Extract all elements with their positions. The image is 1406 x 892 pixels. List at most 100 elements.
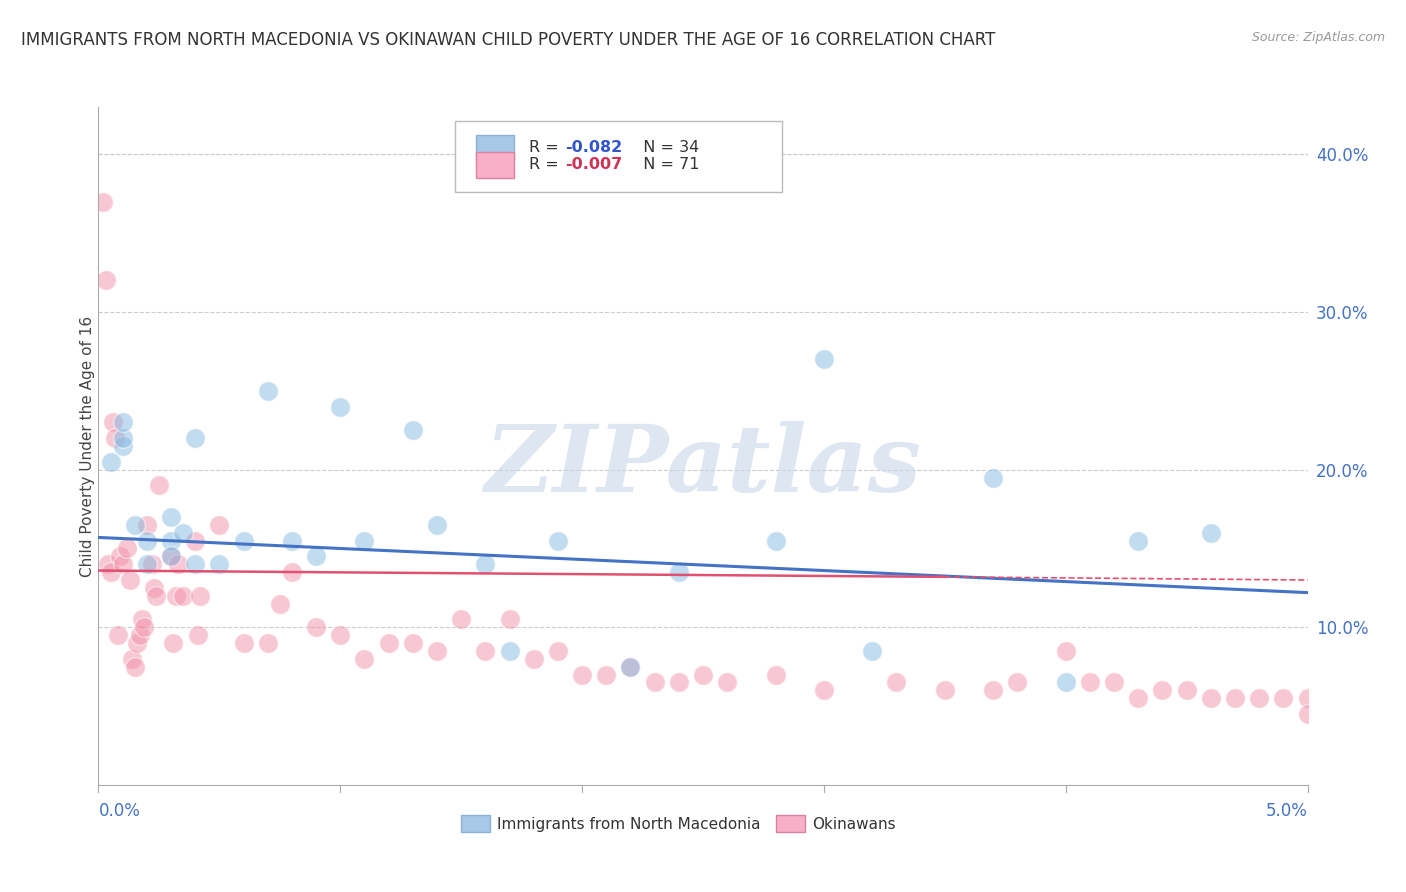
- Point: [97, 558, 120, 572]
- Point: [860, 644, 883, 658]
- Point: [141, 558, 163, 572]
- FancyBboxPatch shape: [475, 135, 515, 161]
- Point: [145, 589, 167, 603]
- Bar: [776, 815, 804, 832]
- Point: [172, 525, 194, 540]
- Point: [1054, 644, 1077, 658]
- Point: [523, 652, 546, 666]
- Point: [184, 431, 207, 445]
- Point: [619, 659, 641, 673]
- Point: [1078, 675, 1101, 690]
- Point: [1102, 675, 1125, 690]
- Point: [135, 558, 157, 572]
- Point: [1152, 683, 1174, 698]
- Text: N = 34: N = 34: [633, 140, 699, 155]
- Point: [765, 667, 787, 681]
- Point: [498, 644, 520, 658]
- Point: [91, 194, 114, 209]
- Text: Okinawans: Okinawans: [811, 817, 896, 831]
- Point: [813, 683, 835, 698]
- Point: [256, 384, 278, 398]
- Point: [329, 628, 352, 642]
- Point: [160, 549, 183, 564]
- Point: [269, 597, 291, 611]
- Point: [232, 636, 254, 650]
- Point: [104, 431, 127, 445]
- Point: [121, 652, 143, 666]
- Point: [160, 510, 183, 524]
- Point: [402, 423, 425, 437]
- Point: [111, 439, 134, 453]
- Point: [353, 652, 375, 666]
- Point: [1296, 691, 1319, 706]
- Point: [329, 400, 352, 414]
- Text: R =: R =: [529, 157, 564, 172]
- Point: [1007, 675, 1029, 690]
- Text: 5.0%: 5.0%: [1265, 802, 1308, 820]
- Point: [668, 675, 690, 690]
- Point: [1175, 683, 1198, 698]
- Text: Source: ZipAtlas.com: Source: ZipAtlas.com: [1251, 31, 1385, 45]
- Point: [571, 667, 593, 681]
- Point: [1272, 691, 1295, 706]
- Point: [981, 683, 1004, 698]
- Point: [934, 683, 956, 698]
- Point: [100, 565, 122, 579]
- Point: [135, 533, 157, 548]
- FancyBboxPatch shape: [456, 120, 782, 192]
- Point: [1128, 691, 1150, 706]
- Point: [1054, 675, 1077, 690]
- Point: [1199, 525, 1222, 540]
- Point: [94, 273, 117, 287]
- Point: [281, 565, 304, 579]
- Text: ZIPatlas: ZIPatlas: [485, 421, 921, 511]
- Point: [107, 628, 129, 642]
- Point: [160, 549, 183, 564]
- Point: [187, 628, 209, 642]
- Point: [167, 558, 190, 572]
- Point: [101, 415, 124, 429]
- Point: [474, 558, 496, 572]
- Point: [692, 667, 714, 681]
- Point: [1128, 533, 1150, 548]
- Point: [135, 517, 157, 532]
- Point: [886, 675, 908, 690]
- Text: -0.007: -0.007: [565, 157, 623, 172]
- Text: 0.0%: 0.0%: [98, 802, 141, 820]
- Point: [619, 659, 641, 673]
- Point: [1223, 691, 1246, 706]
- Point: [111, 431, 134, 445]
- Point: [134, 620, 156, 634]
- Point: [160, 533, 183, 548]
- Point: [813, 352, 835, 367]
- Point: [100, 455, 122, 469]
- Point: [111, 415, 134, 429]
- Point: [1296, 706, 1319, 721]
- Point: [498, 612, 520, 626]
- Point: [353, 533, 375, 548]
- Point: [1199, 691, 1222, 706]
- Text: R =: R =: [529, 140, 564, 155]
- Point: [184, 558, 207, 572]
- Point: [208, 558, 231, 572]
- Text: N = 71: N = 71: [633, 157, 699, 172]
- Point: [148, 478, 170, 492]
- Point: [547, 533, 569, 548]
- Point: [232, 533, 254, 548]
- Point: [111, 558, 134, 572]
- Text: IMMIGRANTS FROM NORTH MACEDONIA VS OKINAWAN CHILD POVERTY UNDER THE AGE OF 16 CO: IMMIGRANTS FROM NORTH MACEDONIA VS OKINA…: [21, 31, 995, 49]
- Point: [716, 675, 738, 690]
- Point: [305, 620, 328, 634]
- Text: Immigrants from North Macedonia: Immigrants from North Macedonia: [498, 817, 761, 831]
- Point: [377, 636, 399, 650]
- Point: [124, 517, 146, 532]
- Point: [765, 533, 787, 548]
- Point: [143, 581, 166, 595]
- Point: [124, 659, 146, 673]
- Y-axis label: Child Poverty Under the Age of 16: Child Poverty Under the Age of 16: [80, 316, 94, 576]
- Point: [117, 541, 139, 556]
- Point: [595, 667, 617, 681]
- Point: [127, 636, 149, 650]
- Point: [118, 573, 141, 587]
- Point: [256, 636, 278, 650]
